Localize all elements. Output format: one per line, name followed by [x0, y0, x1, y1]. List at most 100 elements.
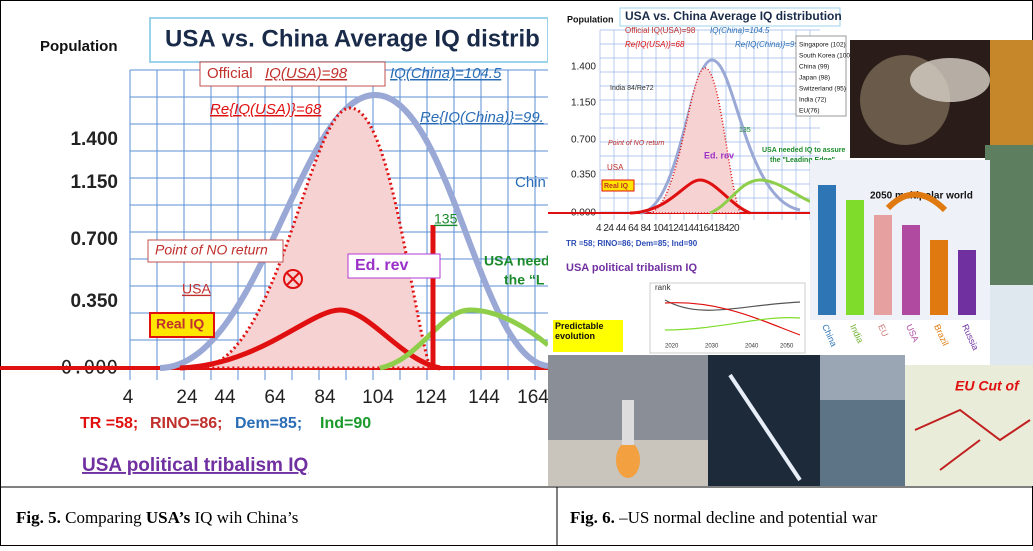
photo-rocket-body — [622, 400, 634, 445]
rank-year: 2050 — [780, 344, 794, 350]
ranking-box — [795, 35, 847, 117]
caption: Fig. 5. Comparing USA’s IQ wih China’s — [16, 508, 298, 527]
x-tick: 124 — [668, 223, 684, 234]
rank-year: 2040 — [745, 344, 759, 350]
ranking-item: China (99) — [799, 64, 829, 71]
tribe-label: Ind=90 — [320, 415, 371, 432]
annotation: 135 — [434, 211, 458, 227]
green-curve — [709, 178, 821, 215]
figure-6: USA vs. China Average IQ distribution Po… — [548, 1, 1033, 486]
annotation-box — [147, 239, 284, 263]
arrow — [885, 191, 948, 213]
tribe-label: RINO=86; — [150, 415, 222, 432]
x-tick: 164 — [699, 223, 715, 234]
x-tick: 64 — [628, 223, 639, 234]
bar-picture — [846, 200, 864, 315]
annotation-box — [601, 179, 635, 192]
photo-flame — [616, 442, 640, 478]
figure-footer: USA political tribalism IQ — [82, 455, 308, 476]
annotation: Real IQ — [156, 316, 204, 332]
tribe-label: TR =58; — [80, 415, 138, 432]
annotation: USA need — [484, 253, 550, 269]
annotation: the “L — [504, 272, 545, 288]
x-tick: 64 — [264, 387, 286, 408]
photo-missile — [708, 355, 820, 486]
annotation: Official — [207, 65, 253, 82]
annotation: the "Leading Edge" — [770, 157, 835, 164]
annotation: Re{IQ(USA)}=68 — [210, 101, 322, 118]
caption-label: Fig. 6. — [570, 508, 615, 527]
real-iq-curve — [179, 307, 441, 371]
annotation: Real IQ — [604, 183, 629, 190]
ranking-item: EU(76) — [799, 108, 820, 115]
annotation: Point of NO return — [155, 242, 268, 258]
annotation: Re{IQ(China)}=99.5 — [735, 40, 806, 49]
annotation: Ed. rev — [355, 257, 408, 274]
ranking-item: South Korea (100) — [799, 53, 852, 60]
map-lines — [914, 408, 1031, 471]
bar-picture — [818, 185, 836, 315]
evolution-text: Predictable evolution — [555, 321, 604, 341]
annotation: IQ(USA)=98 — [265, 65, 348, 82]
caption-text: –US normal decline and potential war — [615, 508, 878, 527]
y-tick: 1.400 — [571, 62, 596, 73]
evolution-label: Predictable evolution — [555, 321, 604, 341]
rank-year: 2030 — [705, 344, 719, 350]
y-label: Population — [40, 38, 118, 55]
china-curve — [639, 58, 801, 215]
bar-picture — [902, 225, 920, 315]
annotation-box — [347, 253, 441, 279]
caption-text: USA’s — [146, 508, 191, 527]
caption: Fig. 6. –US normal decline and potential… — [570, 508, 878, 527]
rank-line — [664, 317, 801, 331]
y-tick: 1.150 — [70, 172, 118, 193]
photo-trail — [728, 373, 802, 482]
annotation: 135 — [739, 127, 751, 134]
rank-year: 2020 — [665, 344, 679, 350]
figure-title: USA vs. China Average IQ distribution — [625, 9, 842, 23]
no-return-mark — [286, 272, 300, 286]
x-tick: 124 — [415, 387, 447, 408]
y-label: Population — [567, 14, 614, 24]
annotation: USA needed IQ to assure — [762, 147, 845, 154]
rank-label: rank — [655, 283, 672, 292]
figure-5: USA vs. China Average IQ distrib Populat… — [0, 1, 550, 486]
x-tick: 44 — [214, 387, 236, 408]
y-tick: 0.350 — [571, 170, 596, 181]
caption-label: Fig. 5. — [16, 508, 61, 527]
photo-smoke — [910, 58, 990, 102]
rank-line — [664, 302, 801, 336]
figure-footer: USA political tribalism IQ — [566, 262, 697, 274]
x-tick: 184 — [714, 223, 730, 234]
photo-fire — [990, 40, 1033, 145]
x-tick: 164 — [517, 387, 549, 408]
usa-official-curve — [199, 106, 433, 370]
rank-line — [664, 299, 801, 311]
bar-picture — [958, 250, 976, 315]
annotation-box — [149, 312, 215, 338]
green-curve — [379, 307, 550, 371]
annotation: Point of NO return — [608, 140, 665, 147]
x-tick: 4 — [123, 387, 134, 408]
tribe-label: Dem=85; — [235, 415, 302, 432]
x-tick: 144 — [468, 387, 500, 408]
map-label: EU Cut of — [955, 378, 1020, 394]
tribe-label: TR =58; RINO=86; Dem=85; Ind=90 — [566, 239, 698, 248]
y-tick: 0.700 — [70, 229, 118, 250]
x-tick: 104 — [362, 387, 394, 408]
annotation: Ed. rev — [704, 150, 734, 160]
annotation: IQ(China)=104.5 — [710, 26, 770, 35]
x-tick: 144 — [683, 223, 699, 234]
x-tick: 84 — [641, 223, 652, 234]
photo-map — [985, 145, 1033, 285]
bar-picture — [874, 215, 892, 315]
annotation: Chin — [515, 174, 546, 191]
x-tick: 104 — [653, 223, 669, 234]
ranking-item: Japan (98) — [799, 75, 830, 82]
ranking-item: Switzerland (95) — [799, 86, 846, 93]
photo-world — [990, 285, 1033, 365]
no-return-mark — [283, 269, 303, 289]
x-tick: 4 — [596, 223, 602, 234]
